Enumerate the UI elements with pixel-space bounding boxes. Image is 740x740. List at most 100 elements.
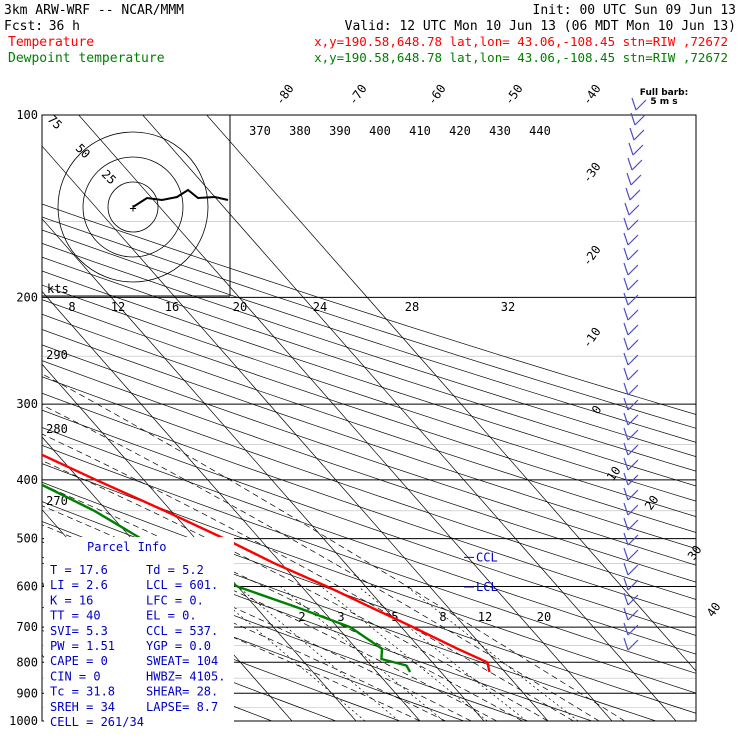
dry-adiabat bbox=[42, 463, 696, 694]
isotherm-label: 20 bbox=[642, 493, 662, 513]
theta-low-label: 270 bbox=[46, 494, 68, 508]
isotherm-label: -20 bbox=[580, 243, 604, 269]
valid-time: Valid: 12 UTC Mon 10 Jun 13 (06 MDT Mon … bbox=[345, 19, 736, 34]
theta-label: 440 bbox=[529, 124, 551, 138]
dry-adiabat bbox=[42, 481, 696, 714]
theta-label: 430 bbox=[489, 124, 511, 138]
wind-barb bbox=[623, 292, 639, 306]
hodograph-center: + bbox=[129, 201, 136, 215]
plot-frame bbox=[41, 114, 697, 722]
theta-low-label: 280 bbox=[46, 422, 68, 436]
temperature-trace bbox=[42, 453, 491, 673]
dry-adiabat bbox=[42, 392, 696, 618]
pressure-tick-label: 900 bbox=[16, 686, 38, 700]
mixing-ratio-label: 5 bbox=[391, 610, 398, 624]
wind-barb bbox=[623, 532, 639, 546]
wind-barb bbox=[623, 217, 639, 231]
parcel-info-left: K = 16 bbox=[50, 593, 93, 607]
sounding-traces bbox=[42, 453, 491, 673]
dry-adiabat bbox=[42, 376, 696, 600]
dry-adiabat bbox=[42, 203, 696, 415]
mixing-ratio-label: 20 bbox=[537, 610, 551, 624]
pressure-tick-label: 600 bbox=[16, 580, 38, 594]
parcel-info-left: PW = 1.51 bbox=[50, 639, 115, 653]
wind-barb bbox=[628, 142, 644, 156]
theta-label: 410 bbox=[409, 124, 431, 138]
parcel-info-left: SREH = 34 bbox=[50, 700, 115, 714]
wind-barb bbox=[623, 427, 639, 441]
dry-adiabat bbox=[42, 270, 696, 487]
wind-barb bbox=[624, 202, 640, 216]
wind-barb bbox=[623, 487, 639, 501]
isotherm-label: 0 bbox=[589, 403, 605, 417]
theta-label: 380 bbox=[289, 124, 311, 138]
dry-adiabat bbox=[42, 242, 696, 457]
wind-barbs bbox=[623, 97, 647, 651]
pressure-tick-label: 300 bbox=[16, 397, 38, 411]
dry-adiabat bbox=[42, 329, 696, 549]
parcel-info-right: YGP = 0.0 bbox=[146, 639, 211, 653]
dry-adiabat bbox=[42, 409, 696, 636]
mixing-ratio-line bbox=[406, 586, 579, 721]
dry-adiabat bbox=[42, 313, 696, 533]
wind-barb bbox=[623, 502, 639, 516]
dry-adiabat bbox=[42, 229, 696, 443]
pressure-tick-label: 200 bbox=[16, 290, 38, 304]
moist-adiabat bbox=[42, 484, 523, 721]
wind-barb bbox=[623, 322, 639, 336]
moist-adiabat bbox=[42, 433, 574, 721]
parcel-info-rows: T = 17.6 Td = 5.2 LI = 2.6 LCL = 601. K = 16… bbox=[50, 563, 225, 729]
dry-adiabat bbox=[42, 584, 400, 721]
dry-adiabat bbox=[42, 360, 696, 583]
wind-barb bbox=[623, 517, 639, 531]
parcel-info-right: LCL = 601. bbox=[146, 578, 218, 592]
isotherm bbox=[42, 363, 357, 721]
isotherm-label: -60 bbox=[425, 82, 449, 108]
hodograph-speed-label: 28 bbox=[405, 300, 419, 314]
wind-barb bbox=[630, 112, 646, 126]
model-title: 3km ARW-WRF -- NCAR/MMM bbox=[4, 3, 184, 18]
dry-adiabat bbox=[42, 562, 464, 721]
dry-adiabat bbox=[42, 284, 696, 502]
hodograph-trace bbox=[132, 188, 229, 208]
pressure-tick-label: 700 bbox=[16, 620, 38, 634]
wind-barb bbox=[623, 262, 639, 276]
mixing-ratio-label: 3 bbox=[337, 610, 344, 624]
parcel-info-right: Td = 5.2 bbox=[146, 563, 204, 577]
dry-adiabat bbox=[42, 444, 696, 674]
wind-barb bbox=[623, 622, 639, 636]
isotherm bbox=[42, 145, 549, 721]
isotherm-label: 10 bbox=[604, 464, 624, 484]
parcel-info-left: LI = 2.6 bbox=[50, 578, 108, 592]
wind-barb bbox=[631, 97, 647, 111]
wind-barb bbox=[623, 277, 639, 291]
isotherm-label: -70 bbox=[346, 82, 370, 108]
legend-temperature-label: Temperature bbox=[8, 35, 94, 50]
wind-barb bbox=[623, 382, 639, 396]
mixing-ratio-label: 8 bbox=[439, 610, 446, 624]
parcel-info-right: HWBZ= 4105. bbox=[146, 669, 225, 683]
wind-barb bbox=[625, 187, 641, 201]
isotherm bbox=[142, 115, 677, 721]
hodograph-ring bbox=[107, 181, 159, 233]
wind-barb bbox=[623, 562, 639, 576]
wind-barb bbox=[623, 457, 639, 471]
wind-barb bbox=[623, 307, 639, 321]
pressure-tick-label: 800 bbox=[16, 655, 38, 669]
dry-adiabat bbox=[42, 256, 696, 472]
dry-adiabat bbox=[42, 427, 696, 655]
hodograph-speed-label: 24 bbox=[313, 300, 327, 314]
isotherm-label: -40 bbox=[580, 82, 604, 108]
parcel-info-left: T = 17.6 bbox=[50, 563, 108, 577]
dewpoint-trace bbox=[42, 483, 412, 673]
theta-label: 390 bbox=[329, 124, 351, 138]
pressure-tick-label: 500 bbox=[16, 532, 38, 546]
wind-barb bbox=[623, 607, 639, 621]
parcel-info-left: CELL = 261/34 bbox=[50, 715, 144, 729]
moist-adiabat bbox=[42, 460, 549, 721]
hodograph-ring bbox=[82, 156, 184, 258]
theta-low-label: 290 bbox=[46, 348, 68, 362]
isotherm bbox=[78, 115, 613, 721]
